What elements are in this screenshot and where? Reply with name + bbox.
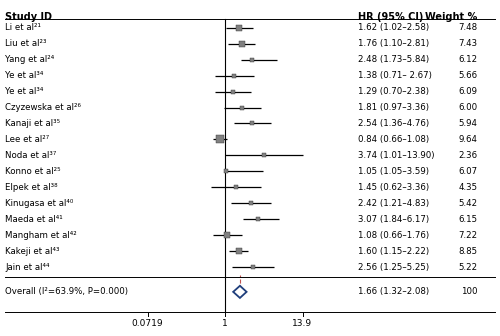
Text: 1.81 (0.97–3.36): 1.81 (0.97–3.36) <box>358 103 428 112</box>
Text: 1.66 (1.32–2.08): 1.66 (1.32–2.08) <box>358 287 428 296</box>
Text: 1.62 (1.02–2.58): 1.62 (1.02–2.58) <box>358 23 428 32</box>
Text: Elpek et al³⁸: Elpek et al³⁸ <box>5 183 58 192</box>
Text: 6.15: 6.15 <box>458 215 477 224</box>
Text: 0.84 (0.66–1.08): 0.84 (0.66–1.08) <box>358 135 428 144</box>
Text: 5.66: 5.66 <box>458 71 477 80</box>
Text: 1.45 (0.62–3.36): 1.45 (0.62–3.36) <box>358 183 428 192</box>
Text: 5.42: 5.42 <box>458 199 477 208</box>
Text: Jain et al⁴⁴: Jain et al⁴⁴ <box>5 263 50 271</box>
Text: 3.07 (1.84–6.17): 3.07 (1.84–6.17) <box>358 215 428 224</box>
Text: 3.74 (1.01–13.90): 3.74 (1.01–13.90) <box>358 151 434 160</box>
Text: HR (95% CI): HR (95% CI) <box>358 12 423 22</box>
Text: 1.76 (1.10–2.81): 1.76 (1.10–2.81) <box>358 39 428 48</box>
Text: Weight %: Weight % <box>425 12 478 22</box>
Text: Kakeji et al⁴³: Kakeji et al⁴³ <box>5 247 60 256</box>
Text: 1.29 (0.70–2.38): 1.29 (0.70–2.38) <box>358 87 428 96</box>
Text: Kanaji et al³⁵: Kanaji et al³⁵ <box>5 119 60 128</box>
Text: 6.00: 6.00 <box>458 103 477 112</box>
Text: Ye et al³⁴: Ye et al³⁴ <box>5 87 44 96</box>
Text: Mangham et al⁴²: Mangham et al⁴² <box>5 231 77 240</box>
Text: Li et al²¹: Li et al²¹ <box>5 23 41 32</box>
Text: 4.35: 4.35 <box>458 183 477 192</box>
Text: 9.64: 9.64 <box>458 135 477 144</box>
Text: 7.22: 7.22 <box>458 231 477 240</box>
Text: 1.08 (0.66–1.76): 1.08 (0.66–1.76) <box>358 231 428 240</box>
Text: 6.09: 6.09 <box>458 87 477 96</box>
Text: 8.85: 8.85 <box>458 247 477 256</box>
Text: 100: 100 <box>461 287 477 296</box>
Text: 2.56 (1.25–5.25): 2.56 (1.25–5.25) <box>358 263 428 271</box>
Text: Yang et al²⁴: Yang et al²⁴ <box>5 55 54 64</box>
Text: Overall (I²=63.9%, P=0.000): Overall (I²=63.9%, P=0.000) <box>5 287 128 296</box>
Text: 2.36: 2.36 <box>458 151 477 160</box>
Text: Kinugasa et al⁴⁰: Kinugasa et al⁴⁰ <box>5 199 73 208</box>
Text: 1.05 (1.05–3.59): 1.05 (1.05–3.59) <box>358 167 428 176</box>
Text: Noda et al³⁷: Noda et al³⁷ <box>5 151 57 160</box>
Text: 7.43: 7.43 <box>458 39 477 48</box>
Text: 7.48: 7.48 <box>458 23 477 32</box>
Text: Liu et al²³: Liu et al²³ <box>5 39 46 48</box>
Text: 1: 1 <box>222 319 228 328</box>
Text: 2.54 (1.36–4.76): 2.54 (1.36–4.76) <box>358 119 428 128</box>
Text: Study ID: Study ID <box>5 12 52 22</box>
Text: 6.07: 6.07 <box>458 167 477 176</box>
Text: Czyzewska et al²⁶: Czyzewska et al²⁶ <box>5 103 81 112</box>
Text: 2.48 (1.73–5.84): 2.48 (1.73–5.84) <box>358 55 428 64</box>
Text: 5.22: 5.22 <box>458 263 477 271</box>
Text: Konno et al²⁵: Konno et al²⁵ <box>5 167 60 176</box>
Polygon shape <box>233 286 246 298</box>
Text: Lee et al²⁷: Lee et al²⁷ <box>5 135 49 144</box>
Text: Maeda et al⁴¹: Maeda et al⁴¹ <box>5 215 63 224</box>
Text: 1.38 (0.71– 2.67): 1.38 (0.71– 2.67) <box>358 71 432 80</box>
Text: 13.9: 13.9 <box>292 319 312 328</box>
Text: 6.12: 6.12 <box>458 55 477 64</box>
Text: 2.42 (1.21–4.83): 2.42 (1.21–4.83) <box>358 199 428 208</box>
Text: 1.60 (1.15–2.22): 1.60 (1.15–2.22) <box>358 247 428 256</box>
Text: 0.0719: 0.0719 <box>132 319 164 328</box>
Text: 5.94: 5.94 <box>458 119 477 128</box>
Text: Ye et al³⁴: Ye et al³⁴ <box>5 71 44 80</box>
